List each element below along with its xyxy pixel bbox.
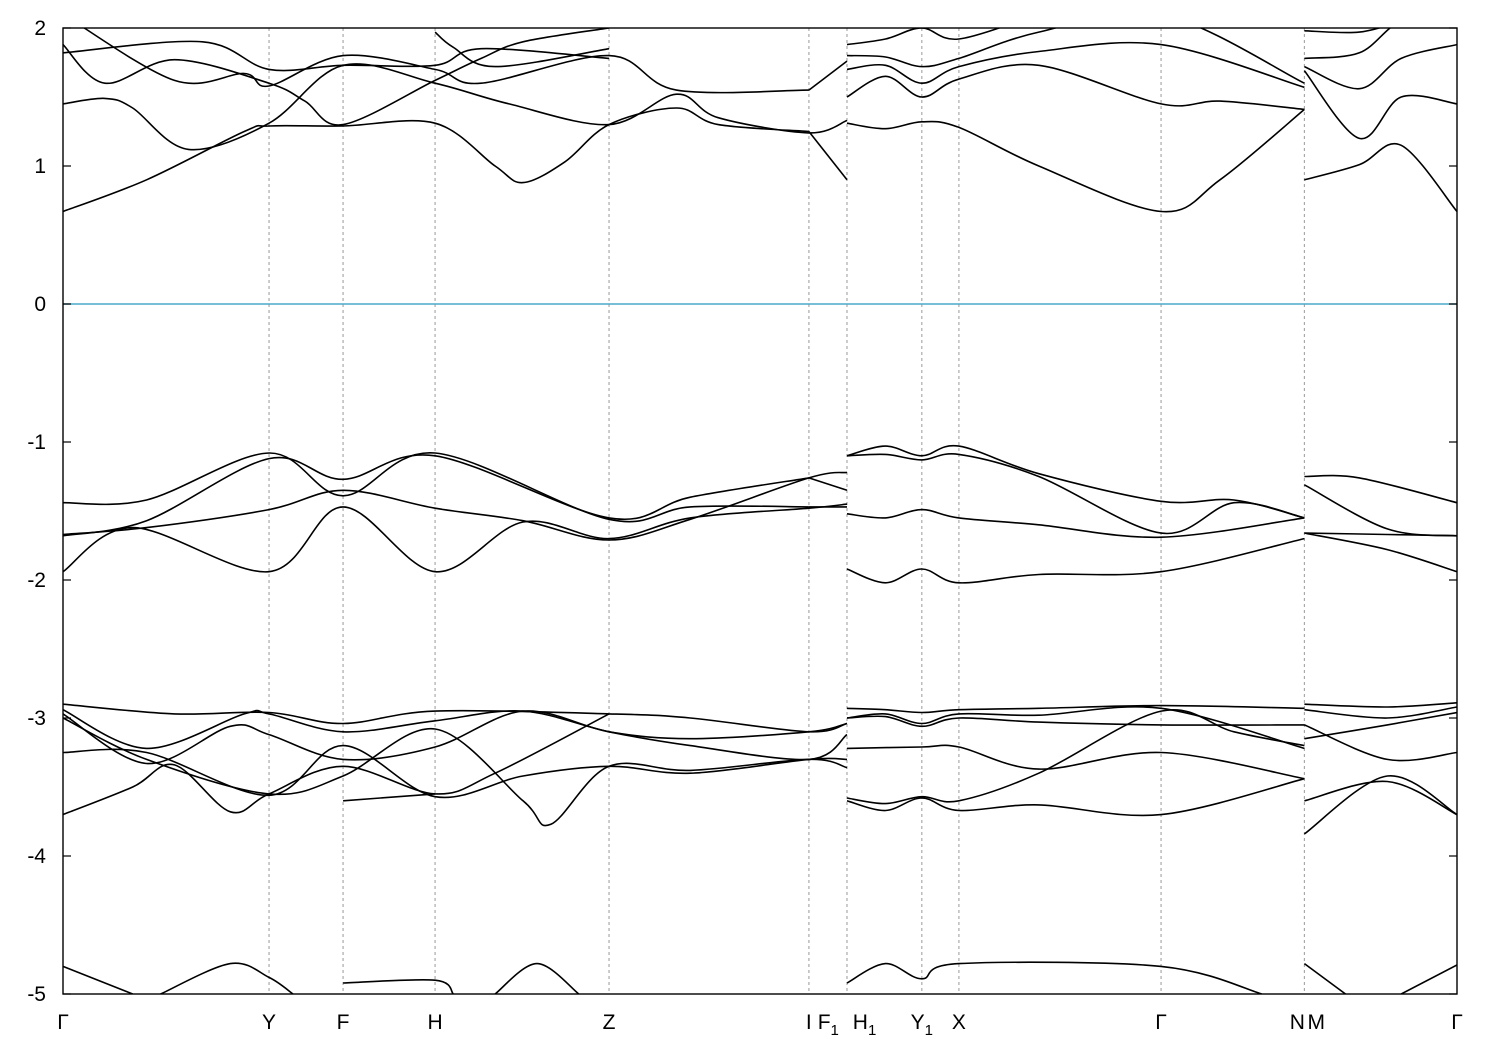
band-line-18 — [63, 452, 809, 523]
kpoint-label-4: Z — [603, 1011, 616, 1034]
y-tick-label: -2 — [27, 569, 46, 592]
kpoint-grid-lines — [268, 28, 1305, 994]
band-line-47 — [1304, 711, 1457, 740]
y-tick-label: -3 — [27, 707, 46, 730]
band-line-17 — [434, 31, 610, 68]
band-line-32 — [63, 703, 848, 733]
kpoint-label-10: Γ — [1155, 1011, 1167, 1034]
kpoint-label-13: Γ — [1451, 1011, 1463, 1034]
band-line-46 — [1304, 706, 1457, 719]
x-axis-kpoint-labels: Γ Y F H Z I F1 H1 Y1 X Γ N M Γ — [57, 1011, 1463, 1039]
band-line-28 — [1304, 474, 1457, 504]
kpoint-label-1: Y — [262, 1011, 276, 1034]
band-line-13 — [846, 28, 1305, 84]
band-line-35 — [63, 717, 848, 827]
kpoint-label-9: X — [952, 1011, 966, 1034]
y-tick-label: 2 — [34, 17, 46, 40]
kpoint-label-0: Γ — [57, 1011, 69, 1034]
band-line-44 — [846, 777, 1305, 817]
kpoint-label-11: N — [1290, 1011, 1305, 1034]
band-line-40 — [846, 706, 1305, 750]
band-line-30 — [1304, 532, 1457, 537]
band-line-22 — [63, 471, 848, 541]
band-line-52 — [160, 962, 294, 994]
band-line-31 — [1304, 532, 1457, 573]
band-line-9 — [808, 60, 848, 91]
kpoint-label-12: M — [1307, 1011, 1325, 1034]
band-line-49 — [1304, 780, 1457, 816]
band-line-45 — [1304, 702, 1457, 708]
band-line-56 — [1303, 962, 1346, 994]
band-line-53 — [343, 978, 454, 994]
band-line-34 — [63, 710, 848, 765]
band-line-27 — [846, 537, 1305, 584]
band-line-0 — [63, 107, 809, 213]
band-line-55 — [846, 961, 1263, 994]
kpoint-label-6: F1 — [818, 1011, 839, 1039]
y-tick-label: -4 — [27, 845, 46, 868]
band-line-25 — [846, 453, 1305, 535]
band-line-29 — [1304, 484, 1457, 537]
band-line-38 — [343, 793, 436, 802]
kpoint-label-8: Y1 — [911, 1011, 933, 1039]
band-line-24 — [846, 444, 1305, 519]
y-tick-label: -1 — [27, 431, 46, 454]
band-line-43 — [846, 709, 1305, 805]
band-line-6 — [1303, 70, 1457, 140]
band-line-37 — [63, 713, 610, 816]
kpoint-label-3: H — [427, 1011, 442, 1034]
kpoint-label-2: F — [337, 1011, 350, 1034]
kpoint-label-7: H1 — [853, 1011, 877, 1039]
band-line-3 — [1304, 142, 1457, 213]
band-line-51 — [63, 965, 133, 994]
kpoint-label-5: I — [806, 1011, 812, 1034]
band-line-21 — [808, 477, 848, 492]
band-line-57 — [1400, 964, 1457, 994]
band-line-33 — [63, 708, 848, 761]
band-line-20 — [63, 454, 810, 537]
band-line-39 — [846, 704, 1305, 714]
band-line-16 — [1304, 28, 1383, 34]
y-tick-label: 1 — [34, 155, 46, 178]
y-axis-ticks: -5 -4 -3 -2 -1 0 1 2 — [27, 17, 1457, 1006]
band-line-54 — [494, 962, 580, 994]
band-line-12 — [63, 40, 610, 72]
band-line-2 — [846, 108, 1305, 213]
band-line-11 — [1304, 43, 1457, 90]
band-line-42 — [846, 744, 1305, 780]
plot-frame — [62, 27, 1458, 995]
band-line-50 — [1303, 775, 1457, 835]
band-line-4 — [63, 63, 848, 151]
band-line-14 — [1304, 28, 1392, 60]
y-tick-label: 0 — [34, 293, 46, 316]
band-line-26 — [846, 508, 1305, 539]
band-line-36 — [63, 744, 848, 799]
band-line-48 — [1304, 724, 1457, 762]
energy-bands — [63, 28, 1457, 994]
band-line-7 — [63, 28, 610, 126]
y-tick-label: -5 — [27, 983, 46, 1006]
band-line-41 — [846, 715, 1305, 728]
band-line-1 — [808, 131, 848, 181]
band-line-5 — [846, 63, 1305, 111]
band-line-8 — [82, 28, 809, 94]
band-line-23 — [63, 503, 848, 573]
band-line-10 — [846, 41, 1305, 89]
